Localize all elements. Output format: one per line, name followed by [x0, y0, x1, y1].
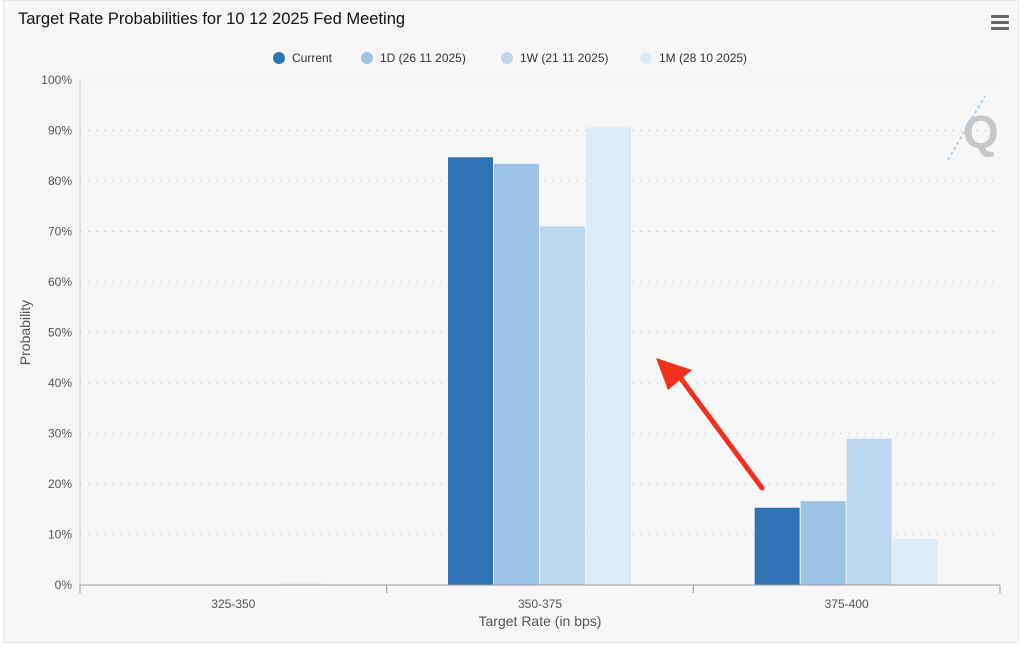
- legend-marker: [501, 52, 513, 64]
- legend-item[interactable]: Current: [273, 51, 333, 65]
- legend-label: 1M (28 10 2025): [659, 51, 747, 65]
- legend-item[interactable]: 1W (21 11 2025): [501, 51, 609, 65]
- y-tick-label: 60%: [48, 275, 72, 289]
- x-tick-label: 325-350: [211, 597, 255, 611]
- legend-marker: [640, 52, 652, 64]
- y-tick-label: 0%: [55, 578, 73, 592]
- y-tick-label: 20%: [48, 477, 72, 491]
- legend-item[interactable]: 1D (26 11 2025): [361, 51, 466, 65]
- red-arrow-icon: [656, 358, 765, 491]
- legend-item[interactable]: 1M (28 10 2025): [640, 51, 747, 65]
- bars: [279, 127, 938, 585]
- y-tick-label: 30%: [48, 427, 72, 441]
- legend-label: 1W (21 11 2025): [520, 51, 609, 65]
- y-tick-label: 10%: [48, 528, 72, 542]
- bar: [279, 583, 325, 585]
- svg-text:Q: Q: [963, 106, 999, 158]
- bar: [586, 127, 631, 585]
- axes: 0% 10% 20% 30% 40% 50% 60% 70% 80% 90% 100% 325-350…: [17, 73, 1001, 629]
- bar: [846, 438, 892, 585]
- bar: [540, 226, 585, 585]
- x-axis-title: Target Rate (in bps): [479, 613, 602, 629]
- legend-label: Current: [292, 51, 333, 65]
- y-tick-label: 90%: [48, 124, 72, 138]
- arrow-head: [656, 358, 692, 390]
- bar: [448, 157, 493, 585]
- y-tick-label: 40%: [48, 376, 72, 390]
- legend-label: 1D (26 11 2025): [380, 51, 466, 65]
- y-tick-label: 80%: [48, 174, 72, 188]
- chart-title: Target Rate Probabilities for 10 12 2025…: [18, 10, 406, 28]
- bar: [800, 501, 846, 585]
- arrow-shaft: [679, 377, 765, 491]
- hamburger-menu-icon[interactable]: [990, 14, 1010, 32]
- bar: [494, 163, 539, 585]
- legend[interactable]: Current 1D (26 11 2025) 1W (21 11 2025) 1M …: [273, 51, 747, 65]
- x-tick-label: 350-375: [518, 597, 562, 611]
- bar: [892, 539, 938, 585]
- bar: [754, 507, 800, 585]
- legend-marker: [273, 52, 285, 64]
- y-tick-label: 100%: [41, 73, 72, 87]
- y-axis-title: Probability: [17, 300, 33, 365]
- q-logo-icon: Q: [947, 95, 999, 161]
- y-tick-label: 70%: [48, 225, 72, 239]
- x-tick-label: 375-400: [825, 597, 869, 611]
- y-tick-label: 50%: [48, 326, 72, 340]
- legend-marker: [361, 52, 373, 64]
- grid-lines: [80, 79, 1000, 535]
